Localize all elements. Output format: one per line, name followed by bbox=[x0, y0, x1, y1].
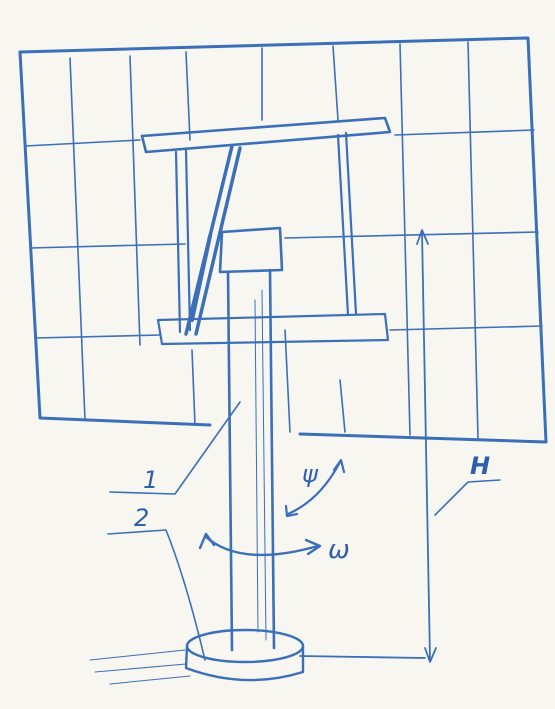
label-part-2: 2 bbox=[134, 504, 149, 532]
right-strut bbox=[336, 131, 358, 317]
height-dimension bbox=[299, 229, 501, 663]
height-leader bbox=[434, 479, 501, 516]
ground-hatching bbox=[89, 649, 191, 685]
panel-outline bbox=[18, 36, 548, 444]
support-frame bbox=[140, 116, 392, 346]
column-head bbox=[218, 226, 284, 274]
column-shaft bbox=[226, 268, 276, 652]
column-shading bbox=[254, 289, 267, 641]
tilt-arrow bbox=[284, 458, 346, 518]
leader-part-2 bbox=[107, 529, 206, 661]
leader-part-1 bbox=[109, 401, 241, 495]
base-side bbox=[184, 644, 305, 682]
label-part-1: 1 bbox=[143, 466, 158, 494]
base-extension-line bbox=[299, 655, 426, 659]
height-arrow-bottom bbox=[424, 647, 437, 663]
left-strut bbox=[174, 148, 192, 334]
actuator-cylinder bbox=[190, 234, 212, 322]
panel-grid bbox=[24, 41, 543, 439]
label-rotation: ω bbox=[328, 535, 350, 565]
solar-panel bbox=[18, 36, 548, 444]
support-column bbox=[218, 226, 284, 652]
rotation-arrow bbox=[198, 532, 322, 557]
top-crossbar bbox=[140, 116, 392, 154]
column-base bbox=[89, 628, 305, 685]
lower-crossbar bbox=[156, 312, 390, 346]
label-height: H bbox=[470, 452, 490, 480]
height-line bbox=[421, 231, 431, 661]
label-tilt-angle: ψ bbox=[302, 460, 319, 488]
height-arrow-top bbox=[416, 229, 429, 245]
